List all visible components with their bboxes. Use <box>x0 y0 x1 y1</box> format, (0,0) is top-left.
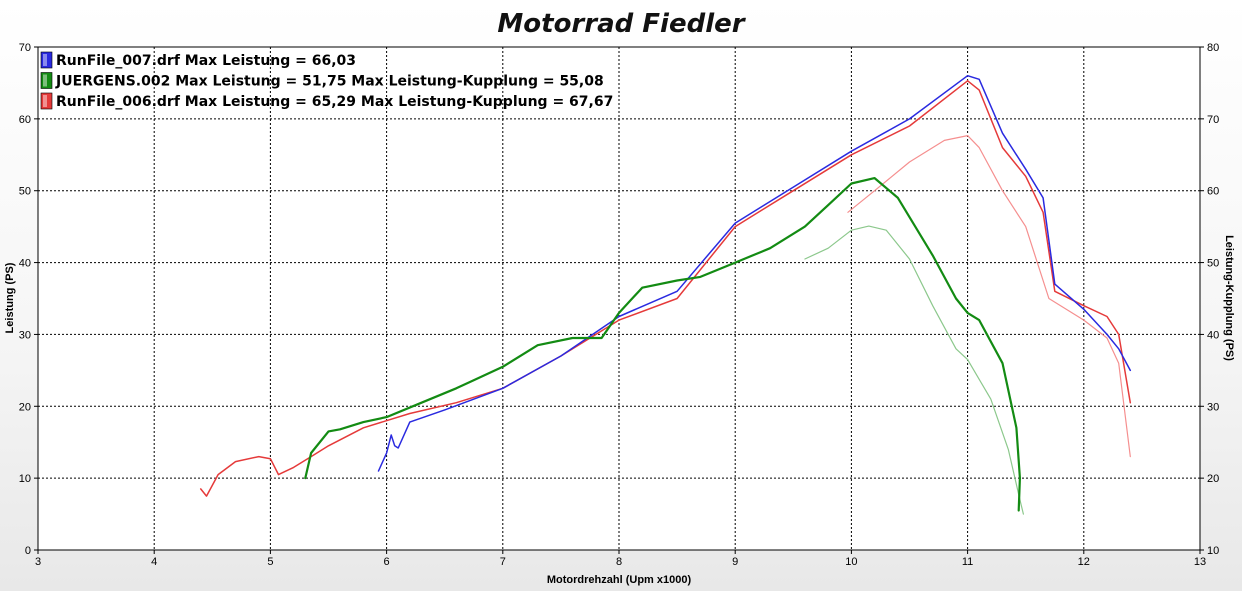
y-tick-label: 20 <box>19 401 31 413</box>
x-tick-label: 5 <box>267 556 273 568</box>
y-axis-title: Leistung (PS) <box>4 262 16 333</box>
plot-area <box>37 46 1201 551</box>
legend-label: RunFile_007.drf Max Leistung = 66,03 <box>56 53 356 69</box>
x-tick-label: 4 <box>151 556 157 568</box>
series-line-5 <box>804 225 1025 515</box>
legend-swatch-highlight <box>43 74 47 87</box>
x-tick-label: 10 <box>845 556 857 568</box>
x-tick-label: 6 <box>384 556 390 568</box>
x-tick-label: 11 <box>962 556 973 568</box>
legend-label: RunFile_006.drf Max Leistung = 65,29 Max… <box>56 94 613 110</box>
series-lines <box>199 74 1132 515</box>
y2-axis-title: Leistung-Kupplung (PS) <box>1223 235 1235 361</box>
y2-tick-label: 50 <box>1207 258 1219 270</box>
legend-swatch-highlight <box>43 54 47 66</box>
y2-tick-label: 40 <box>1207 329 1219 341</box>
x-tick-label: 9 <box>732 556 738 568</box>
y2-tick-label: 20 <box>1207 473 1219 485</box>
legend-swatch-highlight <box>43 95 47 107</box>
series-line-1 <box>377 74 1132 472</box>
legend: RunFile_007.drf Max Leistung = 66,03 JUER… <box>40 51 613 110</box>
legend-swatch <box>40 72 53 89</box>
legend-swatch <box>40 92 53 110</box>
y2-tick-label: 60 <box>1207 186 1219 198</box>
y-tick-label: 0 <box>25 545 31 557</box>
y-tick-label: 10 <box>19 473 31 485</box>
grid-lines <box>38 47 1200 550</box>
y2-tick-label: 80 <box>1207 42 1219 54</box>
y-tick-label: 50 <box>19 186 31 198</box>
x-tick-label: 13 <box>1194 556 1206 568</box>
x-tick-label: 12 <box>1078 556 1090 568</box>
y2-tick-label: 70 <box>1207 114 1219 126</box>
chart-title: Motorrad Fiedler <box>497 9 746 39</box>
y2-tick-label: 10 <box>1207 545 1219 557</box>
legend-swatch <box>40 51 53 69</box>
x-tick-label: 3 <box>35 556 41 568</box>
x-tick-label: 8 <box>616 556 622 568</box>
y-tick-label: 70 <box>19 42 31 54</box>
series-line-2 <box>304 177 1022 512</box>
y2-tick-label: 30 <box>1207 401 1219 413</box>
legend-label: JUERGENS.002 Max Leistung = 51,75 Max Le… <box>55 74 604 90</box>
x-tick-label: 7 <box>500 556 506 568</box>
y-tick-label: 30 <box>19 329 31 341</box>
y-tick-label: 60 <box>19 114 31 126</box>
y-tick-label: 40 <box>19 258 31 270</box>
axes: 3 4 5 6 7 8 9 10 11 12 13 0 10 20 30 40 50 60 70 10 20 30 40 50… <box>19 42 1220 568</box>
series-line-3 <box>199 80 1132 497</box>
series-line-4 <box>847 135 1131 458</box>
x-axis-title: Motordrehzahl (Upm x1000) <box>547 574 692 586</box>
